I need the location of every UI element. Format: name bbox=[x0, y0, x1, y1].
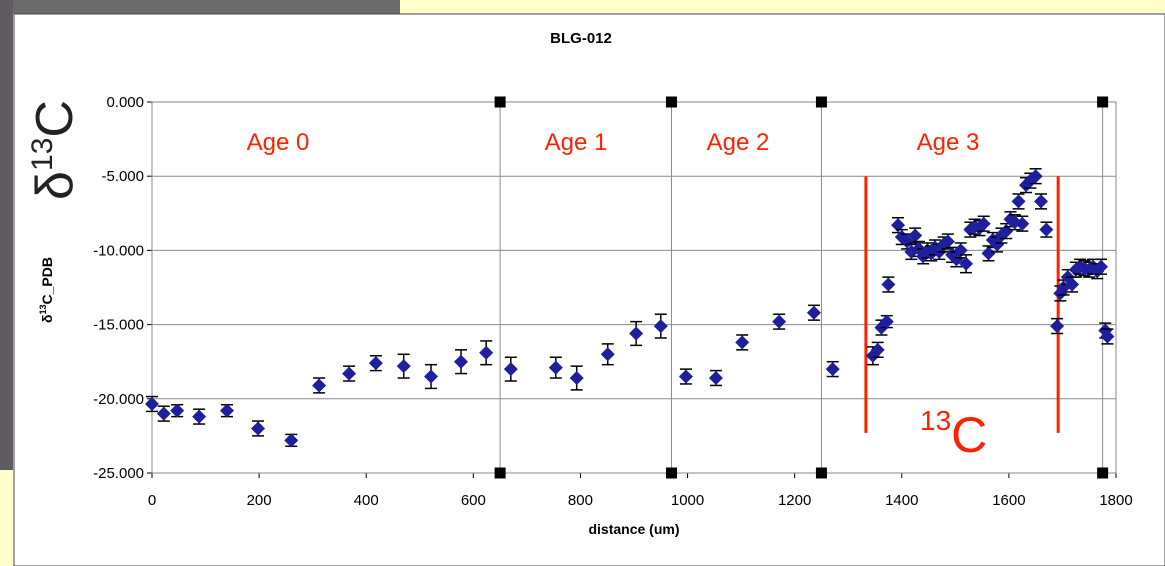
x-tick-label: 600 bbox=[461, 492, 486, 509]
boundary-marker bbox=[494, 96, 506, 108]
data-point bbox=[940, 234, 955, 249]
y-tick-label: -5.000 bbox=[101, 168, 144, 185]
y-label-sup: 13 bbox=[38, 304, 48, 314]
data-point bbox=[156, 406, 171, 421]
data-point bbox=[1034, 194, 1049, 209]
data-point bbox=[870, 342, 885, 357]
symbol-part: δ bbox=[26, 171, 84, 200]
boundary-marker bbox=[494, 467, 506, 479]
data-point bbox=[981, 246, 996, 261]
y-label-part: C_PDB bbox=[39, 257, 55, 304]
data-point bbox=[678, 369, 693, 384]
data-point bbox=[879, 314, 894, 329]
data-point bbox=[908, 228, 923, 243]
age-label: Age 0 bbox=[247, 129, 310, 156]
data-point bbox=[396, 359, 411, 374]
data-point bbox=[192, 409, 207, 424]
data-point bbox=[708, 371, 723, 386]
boundary-marker bbox=[665, 96, 677, 108]
x-tick-label: 800 bbox=[568, 492, 593, 509]
boundary-marker bbox=[665, 467, 677, 479]
photo-fragment bbox=[0, 0, 13, 470]
x-tick-label: 0 bbox=[148, 492, 156, 509]
isotope-sup: 13 bbox=[920, 405, 951, 436]
data-point bbox=[959, 256, 974, 271]
data-point bbox=[1011, 194, 1026, 209]
data-point bbox=[891, 218, 906, 233]
data-point bbox=[735, 335, 750, 350]
data-point bbox=[342, 366, 357, 381]
boundary-marker bbox=[815, 96, 827, 108]
y-axis-label: δ13C_PDB bbox=[38, 257, 55, 323]
x-tick-label: 400 bbox=[354, 492, 379, 509]
boundary-marker bbox=[815, 467, 827, 479]
age-label: Age 2 bbox=[707, 129, 770, 156]
age-label: Age 3 bbox=[917, 129, 980, 156]
boundary-marker bbox=[1097, 96, 1109, 108]
data-point bbox=[629, 326, 644, 341]
data-point bbox=[600, 347, 615, 362]
data-point bbox=[806, 305, 821, 320]
data-point bbox=[772, 314, 787, 329]
data-point bbox=[1050, 319, 1065, 334]
data-point bbox=[1039, 222, 1054, 237]
y-tick-label: -15.000 bbox=[93, 317, 144, 334]
data-point bbox=[312, 378, 327, 393]
data-point bbox=[569, 371, 584, 386]
data-point bbox=[503, 362, 518, 377]
data-point bbox=[284, 433, 299, 448]
data-point bbox=[1028, 169, 1043, 184]
data-point bbox=[219, 403, 234, 418]
age-label: Age 1 bbox=[545, 129, 608, 156]
data-point bbox=[145, 396, 159, 411]
data-point bbox=[953, 243, 968, 258]
photo-fragment bbox=[0, 0, 400, 14]
y-tick-label: -20.000 bbox=[93, 391, 144, 408]
data-point bbox=[548, 360, 563, 375]
symbol-sup: 13 bbox=[26, 138, 59, 171]
data-point bbox=[976, 216, 991, 231]
x-tick-label: 1800 bbox=[1099, 492, 1132, 509]
x-tick-label: 1200 bbox=[778, 492, 811, 509]
data-point bbox=[424, 369, 439, 384]
data-point bbox=[1065, 277, 1080, 292]
data-point bbox=[479, 345, 494, 360]
y-tick-label: 0.000 bbox=[106, 94, 144, 111]
x-tick-label: 200 bbox=[247, 492, 272, 509]
plot-frame bbox=[151, 101, 1117, 474]
data-point bbox=[653, 319, 668, 334]
data-point bbox=[251, 421, 266, 436]
data-point bbox=[1100, 329, 1115, 344]
symbol-part: C bbox=[26, 100, 84, 138]
chart-area bbox=[13, 13, 1165, 566]
isotope-main: C bbox=[951, 407, 987, 463]
x-tick-label: 1000 bbox=[671, 492, 704, 509]
data-point bbox=[999, 224, 1014, 239]
isotope-label: 13C bbox=[920, 405, 987, 463]
x-tick-label: 1400 bbox=[885, 492, 918, 509]
data-point bbox=[170, 403, 185, 418]
data-point bbox=[1094, 259, 1109, 274]
symbol-label: δ13C bbox=[26, 100, 84, 200]
x-axis-label: distance (um) bbox=[588, 521, 679, 537]
data-point bbox=[825, 362, 840, 377]
data-point bbox=[881, 277, 896, 292]
y-tick-label: -25.000 bbox=[93, 465, 144, 482]
data-point bbox=[1015, 216, 1030, 231]
y-tick-label: -10.000 bbox=[93, 242, 144, 259]
x-tick-label: 1600 bbox=[992, 492, 1025, 509]
data-point bbox=[368, 356, 383, 371]
boundary-marker bbox=[1097, 467, 1109, 479]
data-point bbox=[454, 354, 469, 369]
chart-title: BLG-012 bbox=[550, 30, 612, 47]
y-label-part: δ bbox=[39, 314, 55, 323]
